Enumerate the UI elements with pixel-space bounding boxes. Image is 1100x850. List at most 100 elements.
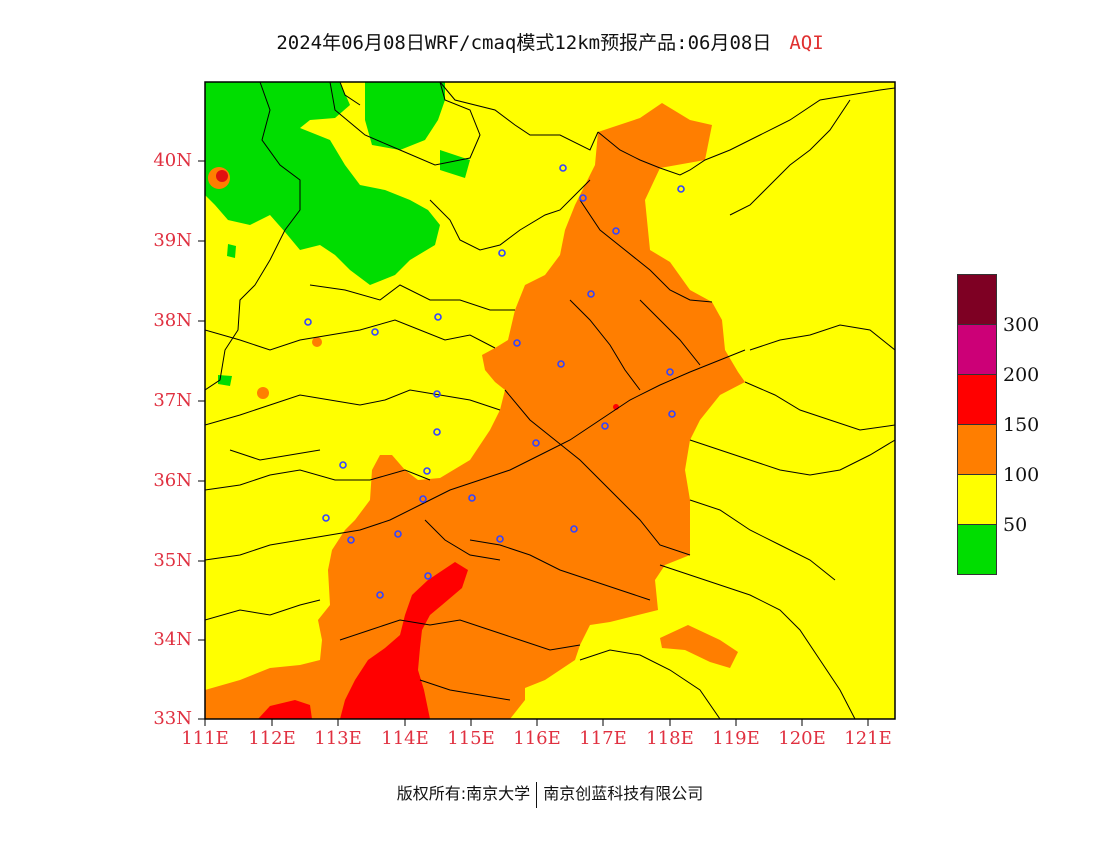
boundary-line <box>205 389 501 426</box>
city-marker <box>668 410 676 418</box>
city-marker <box>498 249 506 257</box>
field-good-dot3 <box>227 244 236 258</box>
legend-swatch-hazardous <box>957 274 997 325</box>
boundary-line <box>439 82 599 151</box>
boundary-line <box>424 519 501 561</box>
lon-label: 114E <box>381 728 429 749</box>
boundary-line <box>579 649 721 719</box>
footer-right: 南京创蓝科技有限公司 <box>543 784 704 803</box>
boundary-line <box>597 87 895 176</box>
city-marker <box>424 572 432 580</box>
city-marker <box>322 514 330 522</box>
boundary-line <box>659 564 856 719</box>
legend-swatch-usg <box>957 424 997 475</box>
boundary-line <box>339 619 581 651</box>
city-marker <box>419 495 427 503</box>
boundary-line <box>744 381 895 431</box>
boundary-line <box>329 82 481 166</box>
boundary-line <box>429 179 591 251</box>
field-unhealthy-w <box>216 170 228 182</box>
city-marker <box>666 368 674 376</box>
lon-label: 116E <box>513 728 561 749</box>
lat-label: 40N <box>153 150 192 171</box>
copyright-footer: 版权所有:南京大学 南京创蓝科技有限公司 <box>0 780 1100 808</box>
lat-label: 33N <box>153 708 192 729</box>
boundary-line <box>205 349 746 561</box>
boundary-line <box>469 539 651 601</box>
city-marker <box>677 185 685 193</box>
legend-label: 100 <box>1003 464 1040 486</box>
city-marker <box>587 290 595 298</box>
city-marker <box>371 328 379 336</box>
field-unhealthy-s <box>258 700 312 719</box>
city-marker <box>394 530 402 538</box>
lat-ticks <box>198 160 205 720</box>
field-good-dot <box>440 150 470 178</box>
lat-label: 34N <box>153 629 192 650</box>
boundary-line <box>729 99 851 216</box>
city-marker <box>468 494 476 502</box>
field-usg-w3 <box>257 387 269 399</box>
lon-label: 118E <box>646 728 694 749</box>
lat-label: 37N <box>153 390 192 411</box>
lon-label: 115E <box>447 728 495 749</box>
city-marker <box>532 439 540 447</box>
lon-ticks <box>204 719 869 726</box>
boundary-line <box>229 449 321 461</box>
city-marker <box>339 461 347 469</box>
boundary-line <box>689 499 836 581</box>
field-usg-w2 <box>312 337 322 347</box>
city-marker <box>433 390 441 398</box>
boundary-line <box>569 299 641 391</box>
lon-label: 119E <box>712 728 760 749</box>
boundary-line <box>689 439 895 476</box>
boundary-line <box>339 82 361 106</box>
map-field <box>205 82 895 719</box>
boundary-line <box>639 299 701 366</box>
map-title: 2024年06月08日WRF/cmaq模式12km预报产品:06月08日 AQI <box>0 28 1100 55</box>
legend-label: 300 <box>1003 314 1040 336</box>
legend-swatch-unhealthy <box>957 374 997 425</box>
boundary-line <box>205 319 496 351</box>
lat-label: 38N <box>153 310 192 331</box>
title-main: 2024年06月08日WRF/cmaq模式12km预报产品:06月08日 <box>276 32 772 54</box>
lat-label: 36N <box>153 470 192 491</box>
city-marker <box>570 525 578 533</box>
lat-label: 35N <box>153 550 192 571</box>
city-marker <box>423 467 431 475</box>
city-marker <box>612 227 620 235</box>
boundary-line <box>504 389 691 556</box>
legend-label: 50 <box>1003 514 1028 536</box>
lon-label: 112E <box>248 728 296 749</box>
legend-swatch-moderate <box>957 474 997 525</box>
boundary-line <box>749 324 895 351</box>
city-marker <box>434 313 442 321</box>
boundary-line <box>579 199 713 303</box>
lon-label: 121E <box>844 728 892 749</box>
boundary-line <box>205 82 301 391</box>
lon-label: 111E <box>181 728 229 749</box>
lon-label: 120E <box>778 728 826 749</box>
field-usg <box>205 103 745 719</box>
city-marker <box>347 536 355 544</box>
footer-separator <box>536 781 538 808</box>
boundary-line <box>309 284 515 311</box>
city-marker <box>601 422 609 430</box>
title-variable: AQI <box>789 32 824 54</box>
city-marker <box>433 428 441 436</box>
city-marker <box>496 535 504 543</box>
city-marker <box>376 591 384 599</box>
boundary-line <box>419 679 511 701</box>
city-marker <box>304 318 312 326</box>
lon-label: 113E <box>314 728 362 749</box>
lon-label: 117E <box>579 728 627 749</box>
field-good-n <box>365 82 445 150</box>
legend-label: 200 <box>1003 364 1040 386</box>
field-good-dot2 <box>218 375 232 386</box>
boundary-line <box>205 469 431 491</box>
field-usg-se <box>660 625 738 668</box>
footer-left: 版权所有:南京大学 <box>396 784 531 803</box>
legend-swatch-good <box>957 524 997 575</box>
legend-label: 150 <box>1003 414 1040 436</box>
boundary-line <box>205 599 321 621</box>
